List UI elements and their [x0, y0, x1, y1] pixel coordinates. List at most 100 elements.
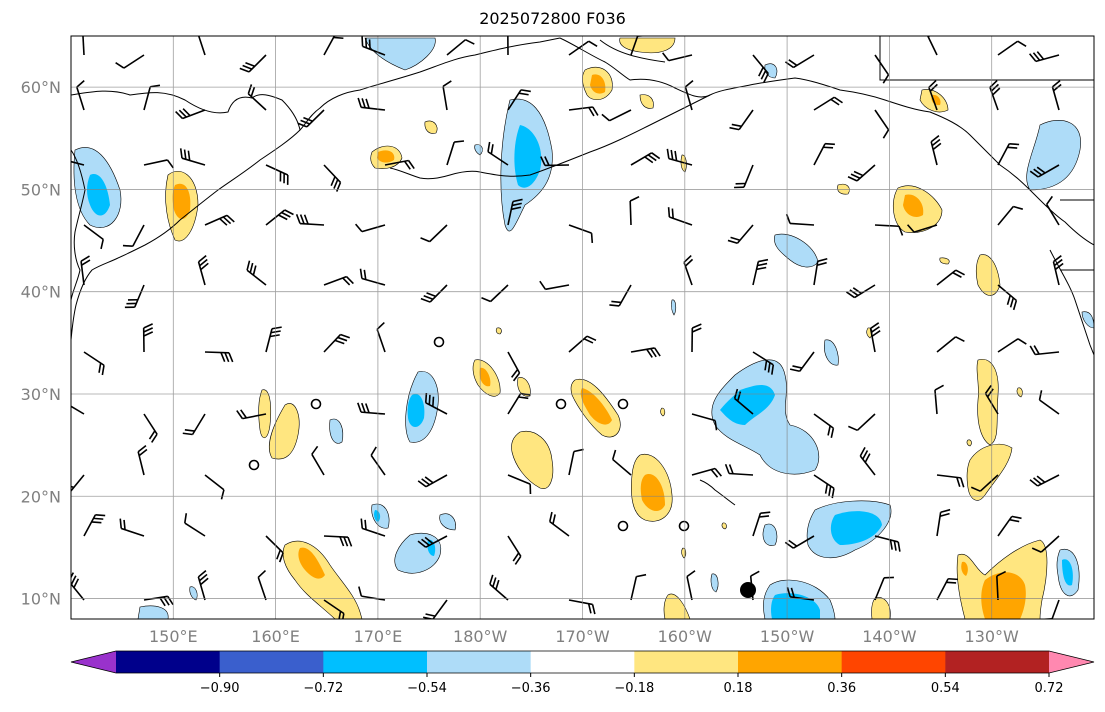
colorbar-label: −0.36 — [511, 681, 551, 696]
wind-barb — [848, 413, 876, 432]
wind-barb — [568, 448, 584, 476]
wind-barb — [629, 195, 640, 226]
field-shading — [73, 37, 1094, 619]
pos-anomaly-core — [172, 183, 191, 219]
wind-barb — [874, 576, 894, 601]
colorbar-extend-max — [1049, 651, 1094, 673]
neg-anomaly-area — [137, 605, 169, 619]
lat-label: 20°N — [21, 487, 61, 506]
wind-barb — [813, 257, 828, 286]
wind-barb — [813, 142, 835, 166]
wind-barb — [323, 535, 353, 547]
wind-barb — [1031, 535, 1060, 553]
wind-barb — [83, 514, 106, 537]
pos-anomaly-area — [976, 358, 999, 446]
lat-label: 30°N — [21, 385, 61, 404]
wind-barb — [417, 474, 448, 488]
wind-barb — [813, 413, 835, 438]
wind-barb — [376, 322, 386, 353]
wind-barb — [487, 141, 509, 166]
coastline — [479, 94, 711, 177]
pos-anomaly-area — [966, 439, 972, 447]
wind-barb — [184, 513, 206, 537]
wind-barb — [611, 449, 632, 476]
wind-barb — [691, 413, 718, 431]
pos-anomaly-core — [981, 572, 1026, 619]
colorbar-label: 0.72 — [1035, 681, 1064, 696]
colorbar-label: −0.72 — [303, 681, 343, 696]
calm-marker — [310, 398, 322, 410]
pos-anomaly-core — [479, 367, 491, 387]
lat-label: 60°N — [21, 78, 61, 97]
neg-anomaly-core — [514, 125, 542, 188]
wind-barb — [847, 164, 876, 182]
colorbar-label: −0.90 — [200, 681, 240, 696]
wind-barb — [295, 214, 325, 226]
wind-barb — [143, 159, 174, 169]
colorbar-bin — [738, 651, 843, 673]
coastline — [71, 149, 86, 301]
pos-anomaly-area — [639, 94, 654, 109]
pos-anomaly-area — [424, 120, 438, 134]
neg-anomaly-area — [189, 586, 198, 601]
pos-anomaly-area — [966, 444, 1013, 501]
wind-barb — [142, 323, 154, 353]
wind-barb — [601, 109, 632, 122]
wind-barb — [662, 52, 693, 62]
neg-anomaly-area — [1081, 311, 1094, 329]
wind-barb — [236, 409, 267, 420]
pos-anomaly-area — [495, 327, 502, 335]
coastline — [699, 479, 736, 506]
wind-barb — [936, 269, 965, 286]
wind-barb — [311, 445, 325, 476]
wind-barb — [869, 322, 881, 353]
pos-anomaly-area — [517, 377, 531, 397]
coastline — [879, 36, 1094, 81]
pos-anomaly-area — [663, 593, 691, 619]
pos-anomaly-core — [377, 150, 395, 163]
lat-label: 10°N — [21, 590, 61, 609]
wind-barb — [424, 392, 448, 415]
calm-marker — [555, 398, 567, 410]
map-title: 2025072800 F036 — [479, 9, 626, 28]
lon-label: 160°E — [251, 627, 300, 646]
wind-barb — [906, 224, 938, 233]
wind-barb — [358, 586, 386, 601]
wind-barb — [936, 577, 959, 601]
wind-barb — [71, 158, 85, 166]
wind-barb — [257, 570, 267, 601]
colorbar-outline — [70, 650, 1095, 674]
neg-anomaly-core — [830, 511, 882, 545]
wind-barb — [323, 36, 344, 56]
wind-barb — [734, 164, 754, 189]
wind-barb — [442, 80, 452, 111]
calm-markers — [248, 336, 690, 532]
coastline — [117, 129, 301, 259]
wind-barb — [997, 284, 1018, 311]
wind-barb — [874, 54, 890, 84]
wind-barb — [297, 109, 325, 128]
lat-label: 50°N — [21, 180, 61, 199]
wind-barb — [686, 570, 696, 601]
colorbar-label: 0.18 — [724, 681, 753, 696]
wind-barb — [507, 351, 521, 382]
wind-barb — [997, 205, 1024, 226]
wind-barb — [420, 224, 448, 243]
wind-barb — [1038, 390, 1060, 415]
wind-barb — [143, 413, 158, 443]
wind-barb — [684, 79, 694, 111]
wind-barb — [540, 156, 570, 167]
wind-barb — [683, 255, 694, 286]
wind-barb — [1029, 164, 1060, 178]
wind-barb — [630, 573, 647, 601]
wind-barb — [1045, 195, 1060, 226]
colorbar: −0.90 −0.72 −0.54 −0.36 −0.18 0.18 0.36 0.54 0.7… — [70, 650, 1095, 696]
wind-barb — [1029, 345, 1060, 356]
wind-barb — [357, 97, 386, 111]
wind-barb — [813, 96, 843, 111]
wind-barb — [182, 413, 206, 436]
wind-barb — [119, 518, 145, 537]
neg-anomaly-area — [774, 233, 819, 268]
colorbar-label: 0.36 — [827, 681, 856, 696]
